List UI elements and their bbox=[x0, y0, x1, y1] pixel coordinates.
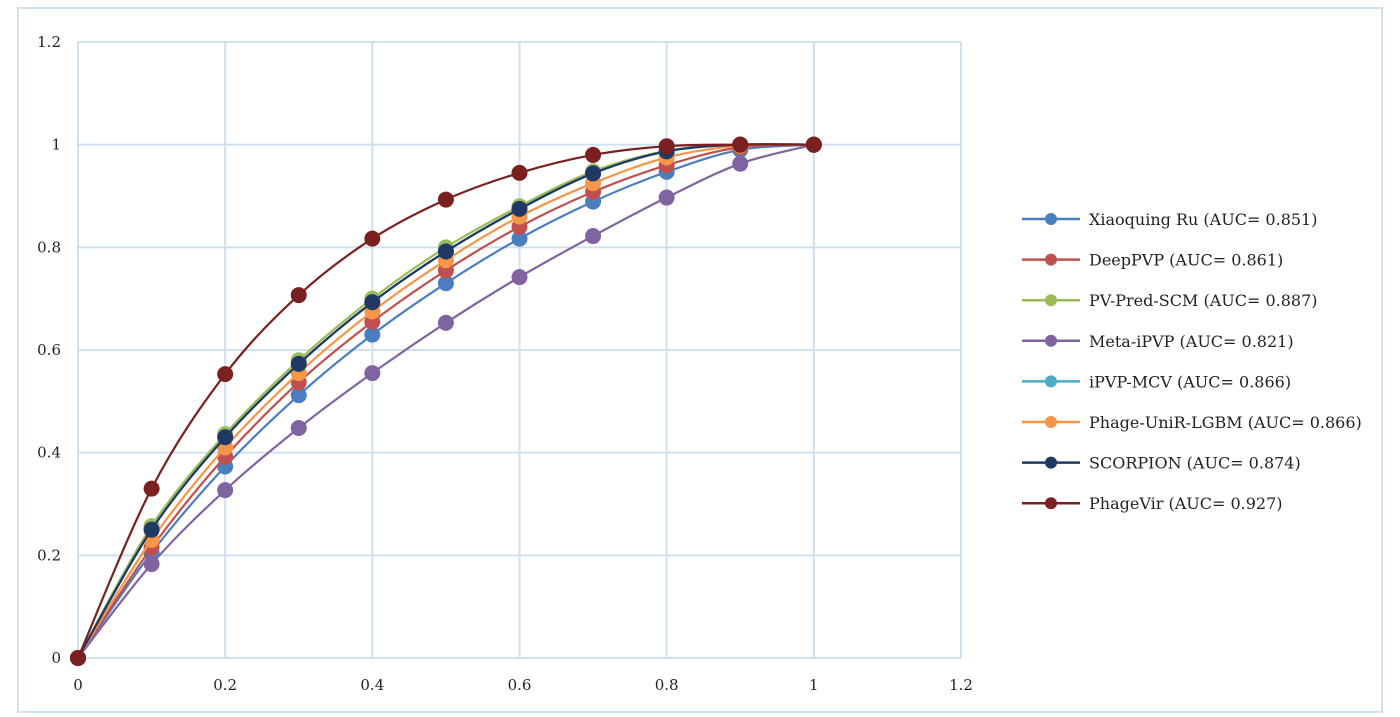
data-point bbox=[143, 521, 160, 538]
series-line bbox=[77, 143, 814, 659]
legend-item: PhageVir (AUC= 0.927) bbox=[1022, 494, 1283, 513]
legend-label: DeepPVP (AUC= 0.861) bbox=[1089, 251, 1283, 270]
series-7 bbox=[70, 136, 822, 666]
legend-marker bbox=[1045, 456, 1057, 469]
data-point bbox=[143, 556, 160, 573]
data-point bbox=[364, 326, 381, 343]
series-line bbox=[77, 143, 814, 659]
data-point bbox=[732, 136, 749, 153]
data-point bbox=[658, 138, 675, 155]
data-point bbox=[585, 146, 602, 163]
data-point bbox=[511, 164, 528, 181]
series-line bbox=[77, 143, 814, 659]
y-tick-label: 0 bbox=[51, 649, 61, 667]
x-tick-label: 0.2 bbox=[213, 676, 237, 694]
legend-label: iPVP-MCV (AUC= 0.866) bbox=[1089, 372, 1291, 391]
legend-label: SCORPION (AUC= 0.874) bbox=[1089, 454, 1301, 473]
grid bbox=[78, 41, 962, 658]
legend-marker bbox=[1045, 416, 1057, 428]
y-tick-label: 0.4 bbox=[37, 444, 61, 462]
data-point bbox=[364, 294, 381, 311]
data-point bbox=[290, 420, 307, 437]
data-point bbox=[290, 355, 307, 372]
legend-item: PV-Pred-SCM (AUC= 0.887) bbox=[1022, 291, 1318, 310]
legend-item: Xiaoquing Ru (AUC= 0.851) bbox=[1022, 210, 1317, 229]
x-tick-label: 0.4 bbox=[360, 676, 384, 694]
data-point bbox=[143, 480, 160, 497]
series-3 bbox=[70, 136, 822, 666]
legend-marker bbox=[1045, 294, 1057, 307]
legend-label: Phage-UniR-LGBM (AUC= 0.866) bbox=[1089, 413, 1362, 432]
series-line bbox=[77, 143, 815, 659]
legend: Xiaoquing Ru (AUC= 0.851) DeepPVP (AUC= 0… bbox=[1022, 210, 1362, 513]
legend-marker bbox=[1045, 375, 1057, 388]
series-lines bbox=[70, 136, 822, 666]
data-point bbox=[511, 230, 528, 247]
data-point bbox=[658, 189, 675, 206]
series-4 bbox=[70, 136, 822, 666]
legend-marker bbox=[1045, 253, 1057, 266]
series-6 bbox=[70, 136, 822, 666]
data-point bbox=[805, 136, 822, 153]
legend-item: Meta-iPVP (AUC= 0.821) bbox=[1022, 332, 1294, 351]
legend-label: PV-Pred-SCM (AUC= 0.887) bbox=[1089, 291, 1318, 310]
x-tick-label: 1 bbox=[809, 676, 819, 694]
data-point bbox=[732, 155, 749, 172]
series-line bbox=[77, 143, 814, 659]
data-point bbox=[217, 429, 234, 446]
series-line bbox=[77, 143, 814, 659]
series-0 bbox=[70, 136, 822, 666]
legend-item: DeepPVP (AUC= 0.861) bbox=[1022, 251, 1283, 270]
y-tick-label: 1.2 bbox=[37, 33, 61, 51]
legend-marker bbox=[1045, 334, 1057, 347]
series-line bbox=[76, 143, 814, 659]
legend-label: PhageVir (AUC= 0.927) bbox=[1089, 494, 1283, 513]
data-point bbox=[217, 366, 234, 383]
data-point bbox=[217, 482, 234, 499]
legend-label: Meta-iPVP (AUC= 0.821) bbox=[1089, 332, 1294, 351]
data-point bbox=[290, 287, 307, 304]
data-point bbox=[511, 200, 528, 217]
x-tick-label: 1.2 bbox=[949, 676, 973, 694]
data-point bbox=[364, 230, 381, 247]
axes: 0 0.2 0.4 0.6 0.8 1 1.2 0 0.2 0.4 0.6 0.8 1 1.2 bbox=[37, 33, 973, 694]
x-tick-label: 0.6 bbox=[508, 676, 532, 694]
y-tick-label: 0.8 bbox=[37, 238, 61, 256]
legend-item: SCORPION (AUC= 0.874) bbox=[1022, 454, 1301, 473]
series-5 bbox=[70, 136, 822, 666]
data-point bbox=[585, 165, 602, 182]
data-point bbox=[437, 243, 454, 260]
data-point bbox=[511, 269, 528, 286]
legend-label: Xiaoquing Ru (AUC= 0.851) bbox=[1089, 210, 1317, 229]
legend-item: Phage-UniR-LGBM (AUC= 0.866) bbox=[1022, 413, 1362, 432]
chart-frame bbox=[17, 7, 1383, 713]
data-point bbox=[364, 365, 381, 382]
series-1 bbox=[70, 136, 822, 666]
x-tick-label: 0.8 bbox=[655, 676, 679, 694]
y-tick-label: 0.6 bbox=[37, 341, 61, 359]
legend-marker bbox=[1045, 213, 1057, 225]
series-2 bbox=[70, 136, 822, 666]
legend-item: iPVP-MCV (AUC= 0.866) bbox=[1022, 372, 1291, 391]
data-point bbox=[437, 314, 454, 331]
x-tick-label: 0 bbox=[73, 676, 83, 694]
series-line bbox=[77, 143, 814, 659]
data-point bbox=[437, 191, 454, 208]
data-point bbox=[437, 275, 454, 292]
data-point bbox=[70, 650, 86, 666]
data-point bbox=[290, 387, 307, 404]
y-tick-label: 0.2 bbox=[37, 546, 61, 564]
legend-marker bbox=[1045, 497, 1057, 510]
y-tick-label: 1 bbox=[51, 136, 61, 154]
data-point bbox=[585, 228, 602, 245]
